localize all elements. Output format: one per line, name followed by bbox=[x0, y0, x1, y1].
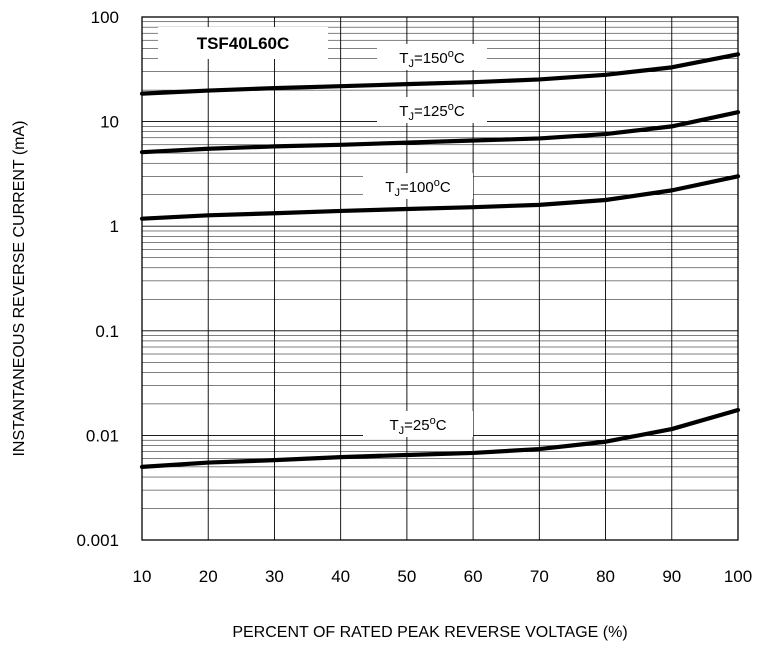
x-tick-label: 80 bbox=[596, 567, 615, 586]
x-tick-label: 90 bbox=[662, 567, 681, 586]
series-label-part: C bbox=[436, 417, 447, 434]
series-curves bbox=[139, 52, 741, 469]
x-tick-labels: 10 20 30 40 50 60 70 80 90 100 bbox=[133, 567, 753, 586]
series-curve-2 bbox=[139, 174, 741, 221]
y-tick-label: 10 bbox=[100, 113, 119, 132]
y-tick-labels: 100 10 1 0.1 0.01 0.001 bbox=[76, 8, 119, 550]
series-label-part: T bbox=[389, 417, 398, 434]
part-label-box bbox=[158, 27, 328, 59]
y-tick-label: 0.001 bbox=[76, 531, 119, 550]
series-label-part: =100 bbox=[400, 179, 434, 196]
series-label-part: C bbox=[440, 179, 451, 196]
y-tick-label: 0.01 bbox=[86, 426, 119, 445]
series-label-box-2 bbox=[363, 173, 473, 199]
series-label-3: TJ=25oC bbox=[389, 415, 446, 437]
series-label-part: o bbox=[448, 101, 454, 113]
series-curve-1 bbox=[139, 110, 741, 155]
x-tick-label: 40 bbox=[331, 567, 350, 586]
series-label-2: TJ=100oC bbox=[385, 177, 451, 199]
plot-frame bbox=[141, 16, 739, 541]
series-label-part: C bbox=[454, 50, 465, 67]
series-label-1: TJ=125oC bbox=[399, 101, 465, 123]
x-tick-label: 70 bbox=[530, 567, 549, 586]
series-label-0: TJ=150oC bbox=[399, 48, 465, 70]
y-tick-label: 0.1 bbox=[95, 322, 119, 341]
x-tick-label: 30 bbox=[265, 567, 284, 586]
series-label-part: T bbox=[399, 103, 408, 120]
series-label-part: o bbox=[434, 177, 440, 189]
series-label-part: o bbox=[430, 415, 436, 427]
series-curve-3 bbox=[139, 407, 741, 469]
x-tick-label: 10 bbox=[133, 567, 152, 586]
x-tick-label: 20 bbox=[199, 567, 218, 586]
series-label-part: =150 bbox=[414, 50, 448, 67]
series-label-box-0 bbox=[377, 44, 487, 70]
y-axis-title: INSTANTANEOUS REVERSE CURRENT (mA) bbox=[11, 120, 28, 456]
series-label-part: J bbox=[394, 187, 400, 199]
series-label-part: C bbox=[454, 103, 465, 120]
y-tick-label: 100 bbox=[91, 8, 119, 27]
series-label-box-1 bbox=[377, 97, 487, 123]
series-label-part: T bbox=[385, 179, 394, 196]
x-tick-label: 100 bbox=[724, 567, 752, 586]
series-label-part: =125 bbox=[414, 103, 448, 120]
series-label-box-3 bbox=[363, 411, 473, 437]
series-label-part: J bbox=[408, 111, 414, 123]
series-label-part: =25 bbox=[404, 417, 429, 434]
part-number-label: TSF40L60C bbox=[197, 34, 290, 53]
series-label-part: o bbox=[448, 48, 454, 60]
y-tick-label: 1 bbox=[110, 217, 119, 236]
series-label-part: T bbox=[399, 50, 408, 67]
x-tick-label: 60 bbox=[464, 567, 483, 586]
series-label-part: J bbox=[399, 425, 405, 437]
x-tick-label: 50 bbox=[397, 567, 416, 586]
x-axis-title: PERCENT OF RATED PEAK REVERSE VOLTAGE (%… bbox=[232, 624, 627, 641]
series-curve-0 bbox=[139, 52, 741, 96]
series-label-part: J bbox=[408, 58, 414, 70]
